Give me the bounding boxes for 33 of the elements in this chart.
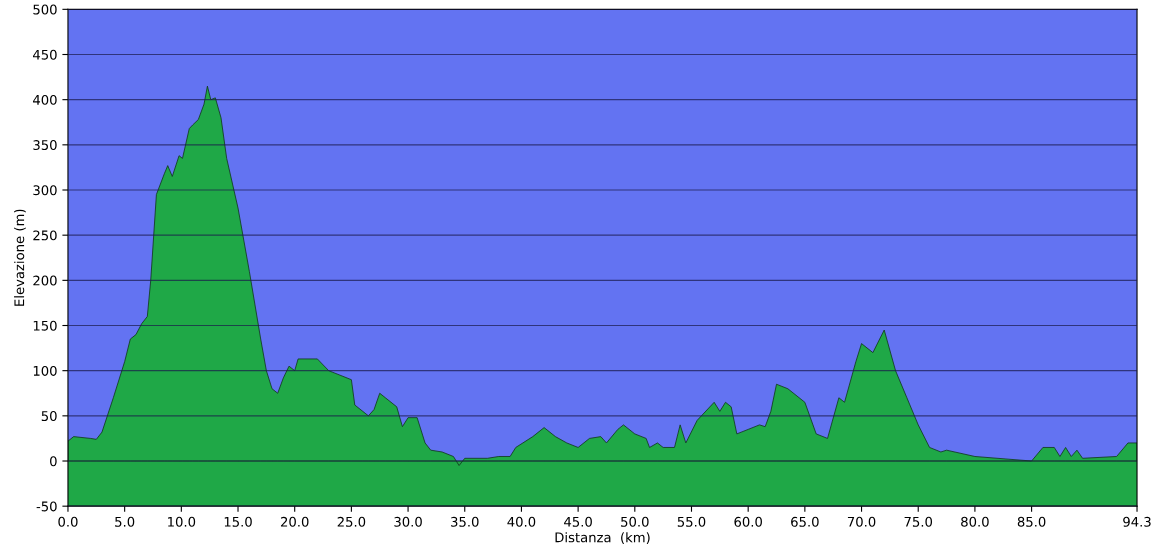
x-tick-label: 15.0 [224, 516, 252, 527]
x-tick-label: 45.0 [564, 516, 592, 527]
x-tick-label: 5.0 [115, 516, 135, 527]
x-tick-label: 55.0 [677, 516, 706, 527]
x-tick-label: 25.0 [337, 516, 366, 527]
y-axis-title: Elevazione (m) [14, 209, 26, 306]
x-tick-label: 85.0 [1017, 516, 1046, 527]
x-tick-label: 94.3 [1123, 516, 1151, 527]
y-tick-label: 0 [50, 456, 57, 467]
x-tick-label: 65.0 [791, 516, 819, 527]
y-tick-label: 150 [33, 320, 57, 331]
x-tick-label: 30.0 [394, 516, 422, 527]
y-tick-label: 400 [33, 94, 57, 105]
x-axis-title: Distanza (km) [555, 532, 650, 544]
y-tick-label: 450 [33, 49, 57, 60]
x-tick-label: 50.0 [621, 516, 649, 527]
y-tick-label: -50 [36, 501, 57, 512]
x-tick-label: 70.0 [847, 516, 876, 527]
y-tick-label: 300 [33, 185, 57, 196]
x-tick-label: 0.0 [58, 516, 78, 527]
x-tick-label: 60.0 [734, 516, 762, 527]
y-tick-label: 350 [33, 140, 57, 151]
x-tick-label: 20.0 [280, 516, 309, 527]
x-tick-label: 80.0 [961, 516, 989, 527]
y-tick-label: 250 [33, 230, 57, 241]
y-tick-label: 500 [33, 4, 57, 15]
x-tick-label: 75.0 [904, 516, 933, 527]
x-tick-label: 10.0 [168, 516, 196, 527]
x-tick-label: 40.0 [507, 516, 536, 527]
x-tick-label: 35.0 [451, 516, 479, 527]
y-tick-label: 50 [41, 411, 57, 422]
y-tick-label: 100 [33, 365, 57, 376]
y-tick-label: 200 [33, 275, 57, 286]
